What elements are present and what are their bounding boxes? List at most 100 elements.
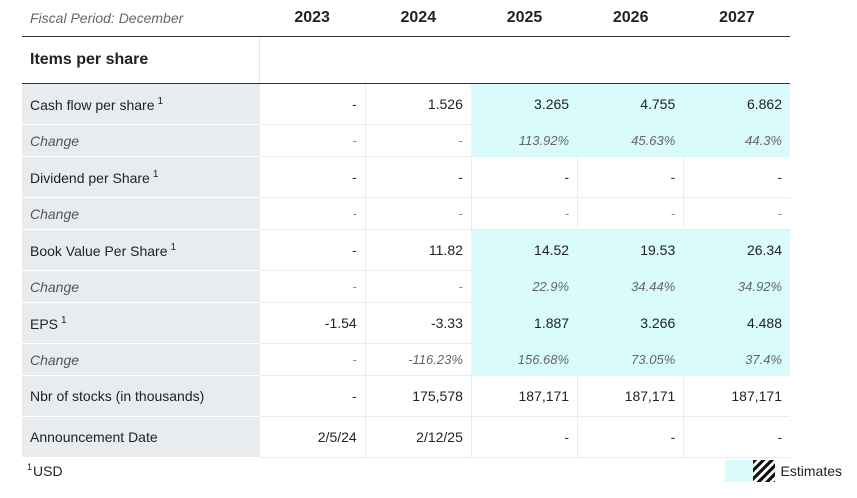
row-label: Change: [22, 197, 260, 230]
change-row: Change - -113.92% 45.63% 44.3%: [22, 124, 790, 157]
hatch-swatch-icon: [752, 460, 775, 482]
row-label: Announcement Date: [22, 416, 260, 458]
row-label-text: Dividend per Share: [30, 169, 150, 186]
value-cell: -: [364, 270, 472, 303]
value-cell: 3.265: [470, 83, 578, 125]
row-label-text: Cash flow per share: [30, 96, 155, 113]
value-cell: -: [258, 197, 366, 230]
value-cell: 1.526: [364, 83, 472, 125]
value-cell: -: [577, 197, 684, 230]
header-row: Fiscal Period: December 2023 2024 2025 2…: [22, 0, 790, 37]
value-cell: -: [364, 197, 472, 230]
table-row: Book Value Per Share 1-11.82 14.52 19.53 26.…: [22, 229, 790, 271]
value-cell: 44.3%: [683, 124, 790, 157]
change-row: Change - -22.9% 34.44% 34.92%: [22, 270, 790, 303]
row-label: Nbr of stocks (in thousands): [22, 375, 260, 417]
value-cell: 187,171: [683, 375, 790, 417]
row-label-text: Nbr of stocks (in thousands): [30, 388, 205, 404]
value-cell: -: [364, 156, 472, 198]
items-per-share-table: Fiscal Period: December 2023 2024 2025 2…: [22, 0, 790, 458]
row-label-text: EPS: [30, 315, 59, 332]
value-cell: -: [683, 197, 790, 230]
value-cell: 19.53: [577, 229, 684, 271]
value-cell: -: [258, 270, 366, 303]
value-cell: 156.68%: [470, 343, 578, 376]
value-cell: 6.862: [683, 83, 790, 125]
value-cell: 73.05%: [577, 343, 684, 376]
value-cell: -: [258, 83, 366, 125]
value-cell: -: [470, 156, 578, 198]
estimates-legend: Estimates: [724, 460, 842, 482]
value-cell: 37.4%: [683, 343, 790, 376]
value-cell: -: [683, 156, 790, 198]
value-cell: -: [258, 375, 366, 417]
value-cell: -: [258, 124, 366, 157]
value-cell: -1.54: [258, 302, 366, 344]
value-cell: 4.488: [683, 302, 790, 344]
value-cell: -: [577, 156, 684, 198]
change-row: Change - - - - -: [22, 197, 790, 230]
row-label-text: Change: [30, 132, 80, 149]
year-header: 2027: [683, 0, 790, 37]
value-cell: -: [470, 416, 578, 458]
footnote-text: USD: [33, 463, 63, 479]
value-cell: 175,578: [364, 375, 472, 417]
value-cell: 2/5/24: [258, 416, 366, 458]
footnote: 1USD: [27, 462, 63, 479]
row-label: EPS 1: [22, 302, 260, 344]
row-label-text: Change: [30, 351, 80, 368]
value-cell: 11.82: [364, 229, 472, 271]
value-cell: 1.887: [470, 302, 578, 344]
section-title: Items per share: [22, 36, 260, 84]
table-row: Dividend per Share 1- - - - -: [22, 156, 790, 198]
value-cell: -: [258, 229, 366, 271]
section-row: Items per share: [22, 36, 790, 84]
change-row: Change - -116.23% 156.68% 73.05% 37.4%: [22, 343, 790, 376]
value-cell: -: [258, 343, 366, 376]
year-header: 2024: [365, 0, 472, 37]
value-cell: -: [683, 416, 790, 458]
value-cell: -: [470, 197, 578, 230]
value-cell: -116.23%: [364, 343, 472, 376]
value-cell: 2/12/25: [364, 416, 472, 458]
value-cell: 187,171: [577, 375, 684, 417]
table-row: Announcement Date 2/5/24 2/12/25- - -: [22, 416, 790, 458]
fiscal-period-label: Fiscal Period: December: [22, 0, 260, 37]
value-cell: 45.63%: [577, 124, 684, 157]
value-cell: 34.44%: [577, 270, 684, 303]
row-label: Change: [22, 343, 260, 376]
estimate-swatch: [724, 460, 753, 482]
footnote-ref: 1: [170, 241, 177, 253]
year-header: 2023: [259, 0, 366, 37]
value-cell: 3.266: [577, 302, 684, 344]
row-label: Change: [22, 124, 260, 157]
row-label-text: Book Value Per Share: [30, 242, 168, 259]
value-cell: -: [364, 124, 472, 157]
value-cell: -3.33: [364, 302, 472, 344]
footnote-ref: 1: [157, 95, 164, 107]
table-row: EPS 1 -1.54 -3.33 1.887 3.266 4.488: [22, 302, 790, 344]
value-cell: 26.34: [683, 229, 790, 271]
section-spacer: [259, 36, 790, 84]
row-label-text: Announcement Date: [30, 429, 158, 445]
value-cell: 187,171: [470, 375, 578, 417]
table-row: Cash flow per share 1-1.526 3.265 4.755 6.86…: [22, 83, 790, 125]
value-cell: 22.9%: [470, 270, 578, 303]
value-cell: 4.755: [577, 83, 684, 125]
footnote-ref: 1: [152, 168, 159, 180]
legend-label: Estimates: [780, 463, 842, 479]
footnote-marker: 1: [27, 462, 33, 472]
value-cell: 34.92%: [683, 270, 790, 303]
financial-table-container: Fiscal Period: December 2023 2024 2025 2…: [22, 0, 790, 458]
row-label: Dividend per Share 1: [22, 156, 260, 198]
row-label: Change: [22, 270, 260, 303]
row-label: Book Value Per Share 1: [22, 229, 260, 271]
footnote-ref: 1: [61, 314, 67, 326]
year-header: 2026: [577, 0, 684, 37]
row-label-text: Change: [30, 205, 80, 222]
value-cell: 113.92%: [470, 124, 578, 157]
value-cell: -: [258, 156, 366, 198]
table-row: Nbr of stocks (in thousands) -175,578 187,…: [22, 375, 790, 417]
row-label: Cash flow per share 1: [22, 83, 260, 125]
value-cell: -: [577, 416, 684, 458]
